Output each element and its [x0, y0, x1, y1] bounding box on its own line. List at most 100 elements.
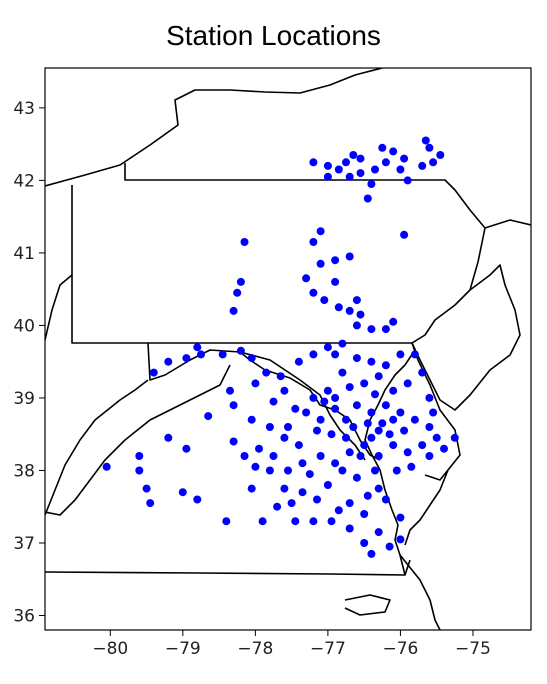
station-point — [258, 517, 267, 526]
station-point — [352, 321, 361, 330]
station-point — [381, 495, 390, 504]
station-point — [403, 379, 412, 388]
station-point — [418, 161, 427, 170]
station-point — [323, 343, 332, 352]
station-point — [367, 549, 376, 558]
station-point — [251, 462, 260, 471]
station-point — [240, 238, 249, 246]
station-point — [345, 172, 354, 181]
delaware-border — [411, 342, 461, 481]
x-tick-label: −78 — [237, 639, 273, 659]
station-point — [178, 488, 187, 497]
station-point — [425, 393, 434, 402]
station-point — [313, 495, 321, 504]
map-title: Station Locations — [166, 20, 381, 51]
station-point — [342, 415, 350, 424]
station-point — [403, 176, 412, 185]
station-point — [338, 368, 347, 377]
station-point — [334, 303, 343, 312]
station-point — [345, 252, 354, 261]
station-point — [345, 306, 354, 315]
station-point — [363, 491, 372, 500]
station-point — [247, 415, 256, 424]
station-point — [385, 430, 394, 439]
station-point — [360, 539, 369, 547]
station-point — [425, 452, 434, 460]
virginia-border — [45, 364, 231, 516]
station-point — [273, 502, 282, 511]
station-point — [381, 325, 390, 334]
station-point — [403, 448, 412, 457]
station-point — [396, 535, 405, 544]
station-markers — [102, 136, 459, 558]
station-point — [135, 452, 144, 460]
y-tick-label: 39 — [13, 389, 35, 409]
station-point — [338, 339, 347, 348]
station-point — [418, 368, 427, 377]
station-point — [389, 147, 398, 156]
chesapeake-bay — [364, 349, 416, 576]
station-point — [429, 158, 438, 167]
station-point — [378, 419, 387, 428]
station-point — [331, 350, 340, 359]
station-point — [302, 274, 311, 283]
station-point — [182, 444, 191, 453]
station-point — [334, 506, 343, 515]
station-point — [298, 459, 307, 468]
station-point — [371, 466, 379, 475]
station-point — [236, 346, 245, 355]
station-point — [262, 368, 271, 377]
station-point — [360, 441, 369, 450]
new-york-border — [484, 219, 531, 229]
x-tick-label: −79 — [165, 639, 201, 659]
plot-frame — [44, 67, 532, 631]
station-point — [313, 426, 321, 435]
station-point — [197, 350, 205, 359]
station-point — [182, 354, 191, 363]
station-point — [323, 161, 332, 170]
station-point — [349, 151, 358, 159]
station-point — [294, 357, 303, 366]
station-point — [440, 444, 448, 453]
station-point — [331, 256, 340, 265]
state-borders — [45, 68, 531, 630]
station-point — [345, 524, 354, 533]
station-point — [294, 441, 303, 450]
station-point — [418, 441, 427, 450]
station-point — [334, 165, 343, 174]
station-point — [396, 408, 405, 417]
x-tick-label: −77 — [310, 639, 346, 659]
station-point — [356, 154, 365, 163]
station-point — [218, 350, 227, 359]
station-point — [389, 441, 398, 450]
station-point — [269, 397, 278, 406]
station-point — [276, 372, 285, 381]
station-point — [392, 466, 401, 475]
station-point — [229, 306, 238, 315]
station-point — [432, 433, 441, 442]
station-point — [331, 393, 340, 402]
station-point — [309, 517, 318, 526]
station-point — [400, 154, 409, 163]
station-point — [381, 401, 390, 410]
station-point — [309, 238, 318, 246]
station-point — [265, 466, 274, 475]
station-point — [360, 379, 369, 388]
station-point — [389, 317, 398, 326]
station-point — [356, 169, 365, 178]
station-point — [284, 466, 292, 475]
y-tick-label: 37 — [13, 534, 35, 554]
station-point — [371, 165, 379, 174]
station-point — [429, 408, 438, 417]
station-point — [309, 350, 318, 359]
y-tick-label: 42 — [13, 171, 35, 191]
station-point — [284, 423, 292, 431]
station-point — [407, 462, 416, 471]
station-point — [396, 350, 405, 359]
station-point — [193, 343, 202, 352]
station-point — [316, 452, 325, 460]
station-point — [287, 499, 296, 508]
station-point — [193, 495, 202, 504]
station-point — [345, 448, 354, 457]
station-point — [302, 408, 311, 417]
